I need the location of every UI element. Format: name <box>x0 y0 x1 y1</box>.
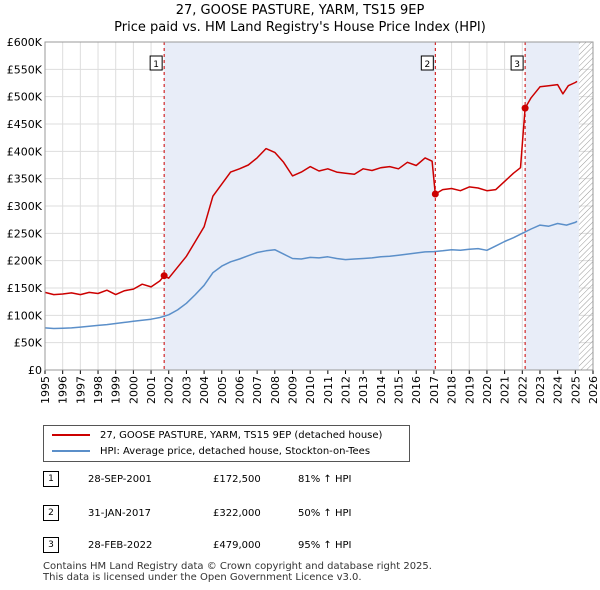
x-tick-label: 2018 <box>446 376 459 404</box>
y-tick-label: £150K <box>7 282 43 295</box>
x-tick-label: 1998 <box>92 376 105 404</box>
y-tick-label: £100K <box>7 309 43 322</box>
x-tick-label: 2019 <box>463 376 476 404</box>
forecast-hatch <box>578 42 593 370</box>
x-tick-label: 2005 <box>216 376 229 404</box>
chart-title-text: 27, GOOSE PASTURE, YARM, TS15 9EP <box>175 3 425 18</box>
x-tick-label: 1997 <box>74 376 87 404</box>
sale-label: 3 <box>514 60 520 70</box>
x-tick-label: 2021 <box>499 376 512 404</box>
series-line <box>44 80 578 296</box>
ownership-shading <box>164 42 593 370</box>
transaction-hpi: 95% ↑ HPI <box>298 540 352 551</box>
legend-label-property: 27, GOOSE PASTURE, YARM, TS15 9EP (detac… <box>100 430 383 441</box>
y-tick-label: £600K <box>7 36 43 49</box>
x-tick-label: 1999 <box>110 376 123 404</box>
y-tick-label: £300K <box>7 200 43 213</box>
x-tick-label: 2020 <box>481 376 494 404</box>
sale-label-box <box>149 55 163 71</box>
transaction-date: 28-SEP-2001 <box>88 474 152 485</box>
y-tick-label: £500K <box>7 91 43 104</box>
y-tick-label: £350K <box>7 173 43 186</box>
transaction-date: 28-FEB-2022 <box>88 540 153 551</box>
x-tick-label: 2023 <box>534 376 547 404</box>
x-tick-label: 2006 <box>233 376 246 404</box>
x-tick-label: 2022 <box>516 376 529 404</box>
x-tick-label: 2024 <box>552 376 565 404</box>
x-tick-label: 2010 <box>304 376 317 404</box>
y-tick-label: £200K <box>7 255 43 268</box>
y-tick-label: £50K <box>14 337 43 350</box>
footer-attribution: Contains HM Land Registry data © Crown c… <box>43 561 432 583</box>
transaction-price: £172,500 <box>213 474 261 485</box>
transaction-marker: 1 <box>43 471 59 487</box>
chart-legend: 27, GOOSE PASTURE, YARM, TS15 9EP (detac… <box>43 425 410 462</box>
y-tick-label: £250K <box>7 227 43 240</box>
chart-subtitle: Price paid vs. HM Land Registry's House … <box>114 20 486 35</box>
transaction-hpi: 50% ↑ HPI <box>298 508 352 519</box>
sale-markers: 1 2 3 <box>149 42 529 370</box>
plot-frame <box>44 41 594 371</box>
x-tick-label: 2015 <box>393 376 406 404</box>
sale-label-box <box>420 55 434 71</box>
legend-swatch-property <box>52 434 90 436</box>
price-chart: 1 2 3 £0 £50K £100K £150K £200K £250K £300K £350K… <box>7 36 600 404</box>
x-tick-label: 1996 <box>57 376 70 404</box>
sale-point <box>521 104 529 112</box>
sale-point <box>431 190 439 198</box>
transaction-price: £479,000 <box>213 540 261 551</box>
series-line <box>44 220 578 330</box>
x-tick-label: 2004 <box>198 376 211 404</box>
y-tick-label: £0 <box>28 364 42 377</box>
x-tick-label: 2014 <box>375 376 388 404</box>
series-layer <box>44 80 578 330</box>
x-tick-label: 2009 <box>286 376 299 404</box>
axes: £0 £50K £100K £150K £200K £250K £300K £350K £400… <box>7 36 600 404</box>
transaction-marker: 2 <box>43 505 59 521</box>
x-tick-label: 2016 <box>410 376 423 404</box>
transaction-marker: 3 <box>43 537 59 553</box>
x-tick-label: 2008 <box>269 376 282 404</box>
transaction-date: 31-JAN-2017 <box>88 508 152 519</box>
x-tick-label: 2003 <box>180 376 193 404</box>
sale-label: 2 <box>424 60 430 70</box>
legend-swatch-hpi <box>52 450 90 452</box>
y-tick-label: £550K <box>7 63 43 76</box>
x-tick-label: 2007 <box>251 376 264 404</box>
x-tick-label: 2017 <box>428 376 441 404</box>
sale-point <box>160 272 168 280</box>
sale-label-box <box>510 55 524 71</box>
sale-label: 1 <box>153 60 159 70</box>
x-tick-label: 2002 <box>163 376 176 404</box>
x-tick-label: 2012 <box>340 376 353 404</box>
legend-entry-hpi: HPI: Average price, detached house, Stoc… <box>52 445 370 459</box>
legend-entry-property: 27, GOOSE PASTURE, YARM, TS15 9EP (detac… <box>52 429 382 443</box>
footer-licence: This data is licensed under the Open Gov… <box>43 572 362 583</box>
x-tick-label: 2001 <box>145 376 158 404</box>
x-tick-label: 2000 <box>127 376 140 404</box>
transaction-hpi: 81% ↑ HPI <box>298 474 352 485</box>
footer-copyright: Contains HM Land Registry data © Crown c… <box>43 561 432 572</box>
y-tick-label: £450K <box>7 118 43 131</box>
shaded-period <box>525 42 579 370</box>
x-tick-label: 2026 <box>587 376 600 404</box>
y-tick-label: £400K <box>7 145 43 158</box>
transaction-price: £322,000 <box>213 508 261 519</box>
x-tick-label: 1995 <box>39 376 52 404</box>
shaded-period <box>164 42 436 370</box>
legend-label-hpi: HPI: Average price, detached house, Stoc… <box>100 446 371 457</box>
chart-title: 27, GOOSE PASTURE, YARM, TS15 9EP Price … <box>0 2 600 36</box>
x-tick-label: 2013 <box>357 376 370 404</box>
x-tick-label: 2025 <box>569 376 582 404</box>
x-tick-label: 2011 <box>322 376 335 404</box>
